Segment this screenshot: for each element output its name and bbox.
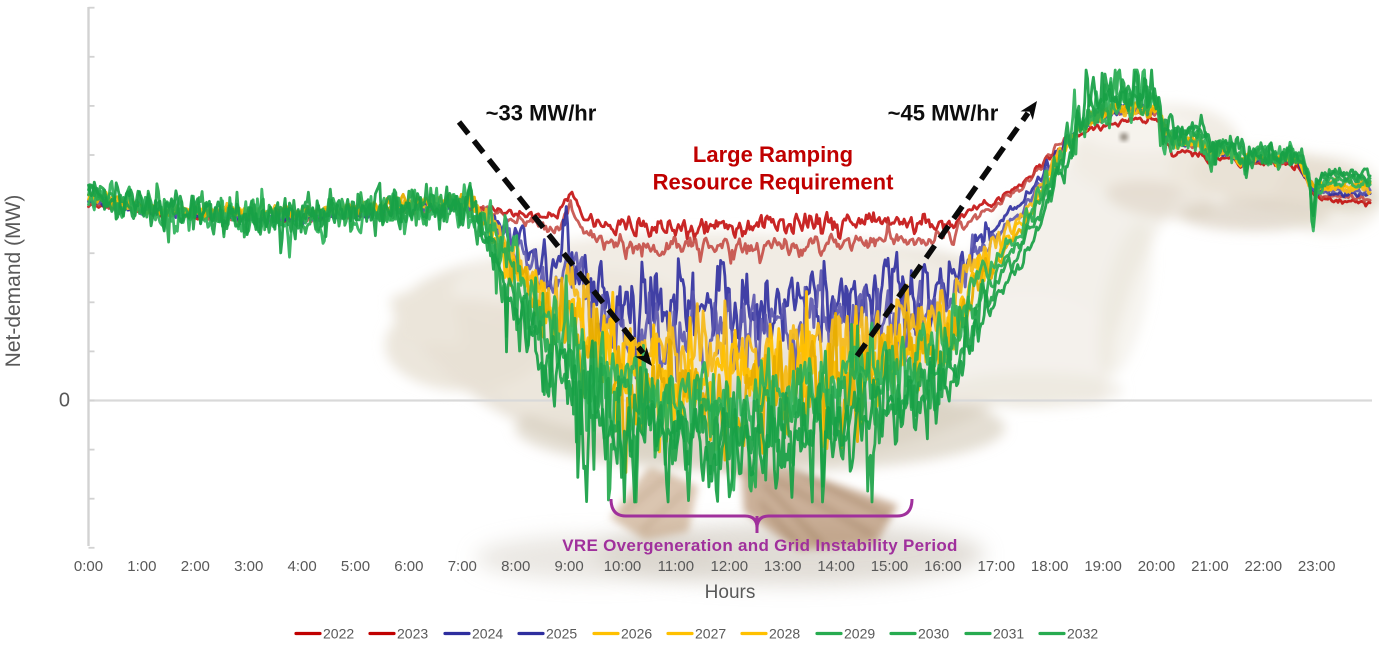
svg-text:Large Ramping: Large Ramping [693, 142, 853, 167]
svg-text:14:00: 14:00 [817, 558, 855, 575]
svg-text:1:00: 1:00 [127, 558, 156, 575]
svg-text:23:00: 23:00 [1298, 558, 1336, 575]
svg-text:Resource Requirement: Resource Requirement [653, 170, 895, 195]
svg-text:0: 0 [59, 390, 70, 412]
svg-text:21:00: 21:00 [1191, 558, 1229, 575]
svg-text:2027: 2027 [695, 626, 726, 642]
svg-text:19:00: 19:00 [1084, 558, 1122, 575]
svg-text:16:00: 16:00 [924, 558, 962, 575]
svg-text:VRE Overgeneration and Grid In: VRE Overgeneration and Grid Instability … [562, 536, 957, 555]
svg-text:17:00: 17:00 [978, 558, 1016, 575]
svg-text:3:00: 3:00 [234, 558, 263, 575]
svg-text:11:00: 11:00 [658, 558, 694, 575]
svg-text:2029: 2029 [844, 626, 875, 642]
svg-text:2026: 2026 [621, 626, 652, 642]
svg-text:2025: 2025 [546, 626, 577, 642]
svg-text:10:00: 10:00 [604, 558, 642, 575]
svg-text:0:00: 0:00 [74, 558, 103, 575]
svg-text:18:00: 18:00 [1031, 558, 1069, 575]
svg-text:12:00: 12:00 [711, 558, 749, 575]
svg-text:2032: 2032 [1067, 626, 1098, 642]
svg-text:7:00: 7:00 [448, 558, 477, 575]
svg-text:~33 MW/hr: ~33 MW/hr [486, 101, 597, 126]
svg-text:5:00: 5:00 [341, 558, 370, 575]
svg-text:~45 MW/hr: ~45 MW/hr [888, 101, 999, 126]
svg-text:2030: 2030 [918, 626, 949, 642]
svg-text:8:00: 8:00 [501, 558, 530, 575]
svg-text:9:00: 9:00 [554, 558, 583, 575]
svg-text:Net-demand (MW): Net-demand (MW) [2, 195, 25, 368]
svg-text:4:00: 4:00 [287, 558, 316, 575]
svg-text:2023: 2023 [397, 626, 428, 642]
svg-text:2031: 2031 [993, 626, 1024, 642]
svg-text:13:00: 13:00 [764, 558, 802, 575]
svg-text:6:00: 6:00 [394, 558, 423, 575]
svg-text:2:00: 2:00 [181, 558, 210, 575]
svg-text:15:00: 15:00 [871, 558, 909, 575]
svg-text:22:00: 22:00 [1245, 558, 1283, 575]
svg-text:2028: 2028 [769, 626, 800, 642]
svg-text:2024: 2024 [472, 626, 503, 642]
svg-text:20:00: 20:00 [1138, 558, 1176, 575]
svg-text:2022: 2022 [323, 626, 354, 642]
svg-text:Hours: Hours [705, 582, 756, 603]
